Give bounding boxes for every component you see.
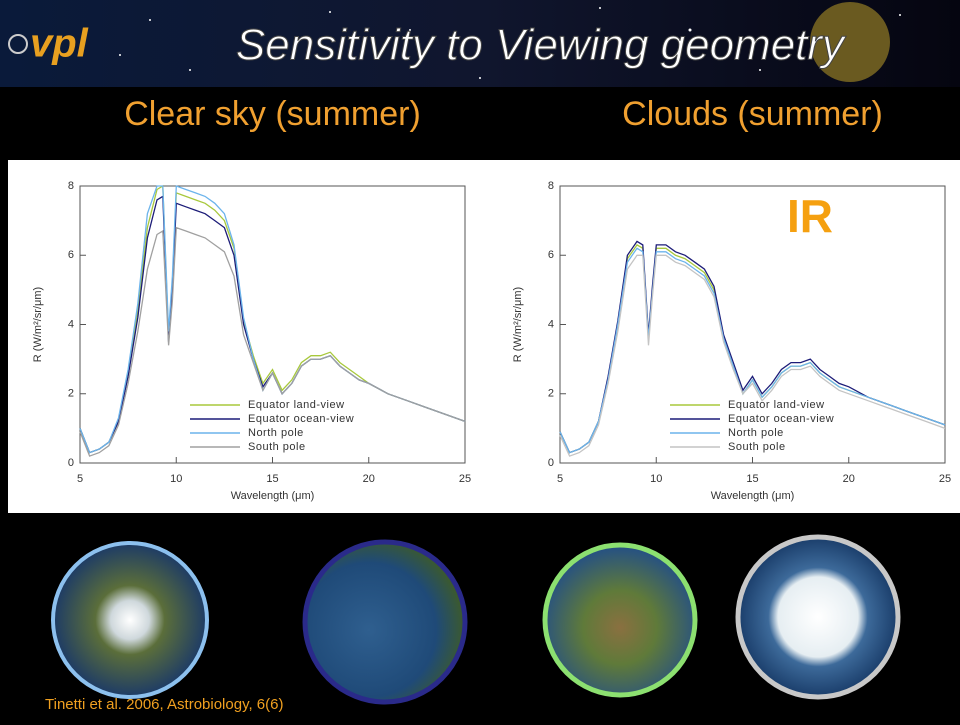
logo-orbit xyxy=(8,34,28,54)
legend-label: Equator ocean-view xyxy=(728,413,834,425)
y-tick-label: 6 xyxy=(548,249,554,261)
globe-ocean-view xyxy=(302,539,468,705)
slide-title: Sensitivity to Viewing geometry xyxy=(236,21,847,70)
y-tick-label: 8 xyxy=(548,180,554,192)
legend-label: Equator land-view xyxy=(248,399,345,411)
x-tick-label: 10 xyxy=(170,473,182,485)
globe-north-pole xyxy=(51,541,209,699)
y-axis-label: R (W/m²/sr/μm) xyxy=(512,287,524,362)
chart-subtitle: Clouds (summer) xyxy=(622,95,883,133)
chart-panel xyxy=(8,160,960,513)
x-tick-label: 10 xyxy=(650,473,662,485)
series-line xyxy=(559,254,946,457)
x-tick-label: 20 xyxy=(363,473,375,485)
y-tick-label: 2 xyxy=(68,388,74,400)
stars xyxy=(119,7,901,79)
planet-icon xyxy=(810,2,890,82)
x-axis-label: Wavelength (μm) xyxy=(711,490,795,502)
y-tick-label: 0 xyxy=(68,457,74,469)
chart-subtitle: Clear sky (summer) xyxy=(124,95,421,133)
x-axis-label: Wavelength (μm) xyxy=(231,490,315,502)
citation: Tinetti et al. 2006, Astrobiology, 6(6) xyxy=(45,696,283,713)
y-tick-label: 4 xyxy=(68,318,74,330)
legend-label: South pole xyxy=(248,441,306,453)
series-line xyxy=(559,247,946,454)
logo: vpl xyxy=(30,22,89,66)
annotation: IR xyxy=(787,190,833,242)
y-tick-label: 8 xyxy=(68,180,74,192)
x-tick-label: 5 xyxy=(77,473,83,485)
legend-label: North pole xyxy=(728,427,784,439)
legend-label: Equator ocean-view xyxy=(248,413,354,425)
globe-land-view xyxy=(542,542,698,698)
x-tick-label: 20 xyxy=(843,473,855,485)
y-tick-label: 2 xyxy=(548,388,554,400)
series-line xyxy=(79,226,466,457)
y-axis-label: R (W/m²/sr/μm) xyxy=(32,287,44,362)
legend-label: North pole xyxy=(248,427,304,439)
x-tick-label: 25 xyxy=(459,473,471,485)
globe-south-pole xyxy=(735,534,901,700)
y-tick-label: 6 xyxy=(68,249,74,261)
globes xyxy=(51,534,901,705)
x-tick-label: 15 xyxy=(266,473,278,485)
legend-label: Equator land-view xyxy=(728,399,825,411)
x-tick-label: 5 xyxy=(557,473,563,485)
header-band xyxy=(0,0,960,87)
y-tick-label: 0 xyxy=(548,457,554,469)
y-tick-label: 4 xyxy=(548,318,554,330)
legend-label: South pole xyxy=(728,441,786,453)
x-tick-label: 15 xyxy=(746,473,758,485)
x-tick-label: 25 xyxy=(939,473,951,485)
